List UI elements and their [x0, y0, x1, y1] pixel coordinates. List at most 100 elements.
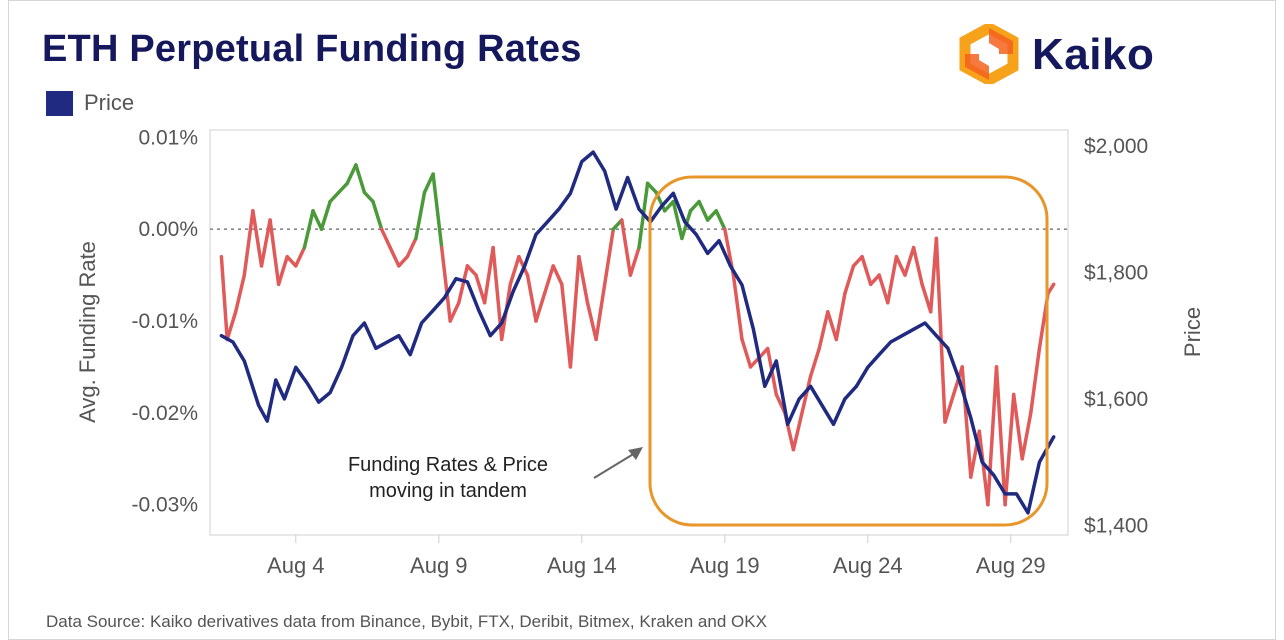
funding-rate-segment	[371, 199, 384, 231]
funding-rate-segment	[259, 218, 272, 268]
funding-rate-segment	[233, 273, 247, 314]
funding-rate-segment	[328, 190, 341, 204]
funding-rate-segment	[560, 282, 573, 369]
funding-rate-segment	[336, 181, 350, 195]
funding-rate-segment	[705, 209, 718, 222]
legend-label-price: Price	[84, 90, 135, 115]
funding-rate-segment	[345, 163, 358, 186]
funding-rate-segment	[242, 209, 255, 277]
funding-rate-segment	[388, 245, 401, 268]
kaiko-logo-icon	[959, 21, 1019, 87]
funding-rate-series	[219, 163, 1056, 507]
legend[interactable]: Price	[46, 90, 134, 116]
x-tick-label: Aug 29	[976, 553, 1046, 578]
funding-rate-segment	[354, 163, 367, 195]
funding-rate-segment	[994, 365, 1007, 507]
funding-rate-segment	[422, 172, 435, 195]
annotation-arrowhead	[628, 447, 643, 460]
x-tick-label: Aug 19	[690, 553, 760, 578]
funding-rate-segment	[977, 429, 990, 507]
funding-rate-segment	[894, 254, 907, 277]
annotation-line-2: moving in tandem	[369, 480, 527, 502]
funding-rate-segment	[551, 264, 564, 287]
funding-rate-segment	[319, 199, 332, 231]
funding-rate-segment	[960, 365, 973, 479]
funding-rate-segment	[920, 282, 933, 314]
funding-rate-segment	[697, 199, 710, 222]
funding-rate-segment	[225, 310, 238, 342]
funding-rate-segment	[508, 254, 521, 287]
data-source-footer: Data Source: Kaiko derivatives data from…	[46, 612, 767, 631]
x-tick-label: Aug 14	[547, 553, 617, 578]
funding-rate-segment	[860, 254, 873, 287]
left-tick-label: -0.02%	[131, 402, 198, 425]
funding-rate-segment	[877, 273, 890, 305]
funding-rate-segment	[645, 181, 658, 195]
funding-rate-segment	[405, 236, 418, 259]
funding-rate-segment	[482, 245, 495, 305]
funding-rate-segment	[439, 245, 452, 323]
funding-rate-segment	[808, 346, 821, 378]
left-tick-label: 0.01%	[138, 126, 198, 149]
funding-rate-segment	[903, 245, 916, 277]
funding-rate-segment	[294, 245, 307, 268]
funding-rate-segment	[628, 245, 641, 277]
funding-rate-segment	[465, 264, 478, 277]
y-axis-title-left: Avg. Funding Rate	[75, 241, 100, 423]
x-tick-label: Aug 24	[833, 553, 903, 578]
funding-rate-segment	[268, 218, 281, 287]
funding-rate-segment	[577, 254, 590, 305]
funding-rate-segment	[448, 300, 461, 323]
funding-rate-segment	[542, 264, 555, 296]
funding-rate-segment	[740, 337, 753, 369]
funding-rate-segment	[362, 190, 375, 204]
funding-rate-segment	[276, 254, 289, 287]
left-tick-label: 0.00%	[138, 218, 198, 241]
funding-rate-segment	[1011, 392, 1024, 461]
funding-rate-segment	[800, 374, 813, 415]
right-tick-label: $1,400	[1084, 515, 1148, 538]
funding-rate-segment	[302, 209, 315, 250]
funding-rate-segment	[1020, 411, 1033, 461]
funding-rate-segment	[688, 199, 701, 213]
right-tick-label: $1,600	[1084, 388, 1148, 411]
funding-rate-segment	[843, 264, 856, 296]
funding-rate-segment	[594, 282, 607, 342]
funding-rate-segment	[414, 190, 427, 241]
funding-rate-segment	[1029, 346, 1042, 415]
x-tick-label: Aug 4	[267, 553, 325, 578]
funding-rate-segment	[311, 209, 324, 231]
funding-rate-segment	[731, 273, 744, 342]
right-tick-label: $1,800	[1084, 261, 1148, 284]
annotation-line-1: Funding Rates & Price	[348, 454, 548, 476]
right-tick-label: $2,000	[1084, 135, 1148, 158]
funding-rate-segment	[219, 254, 229, 342]
funding-rate-segment	[791, 411, 804, 452]
left-tick-label: -0.03%	[131, 494, 198, 517]
funding-rate-segment	[1046, 282, 1056, 296]
funding-rate-segment	[834, 291, 847, 342]
left-axis-ticks: 0.01% 0.00% -0.01% -0.02% -0.03%	[131, 126, 198, 516]
price-series	[219, 150, 1056, 515]
funding-rate-segment	[585, 300, 598, 342]
funding-rate-segment	[602, 227, 616, 287]
funding-rate-segment	[397, 254, 410, 268]
funding-rate-segment	[620, 218, 633, 277]
funding-rate-segment	[826, 310, 839, 342]
funding-rate-segment	[943, 392, 956, 424]
funding-rate-segment	[851, 254, 864, 268]
funding-rate-segment	[474, 273, 487, 305]
funding-rate-segment	[379, 227, 392, 250]
funding-rate-segment	[285, 254, 298, 268]
left-tick-label: -0.01%	[131, 310, 198, 333]
funding-rate-segment	[934, 236, 947, 424]
funding-rate-segment	[886, 254, 899, 305]
funding-rate-segment	[534, 291, 547, 323]
funding-rate-segment	[817, 310, 830, 351]
funding-rate-segment	[868, 273, 881, 287]
funding-rate-segment	[568, 254, 581, 369]
price-line	[219, 150, 1056, 515]
x-tick-label: Aug 9	[410, 553, 468, 578]
funding-rate-segment	[1003, 392, 1016, 507]
